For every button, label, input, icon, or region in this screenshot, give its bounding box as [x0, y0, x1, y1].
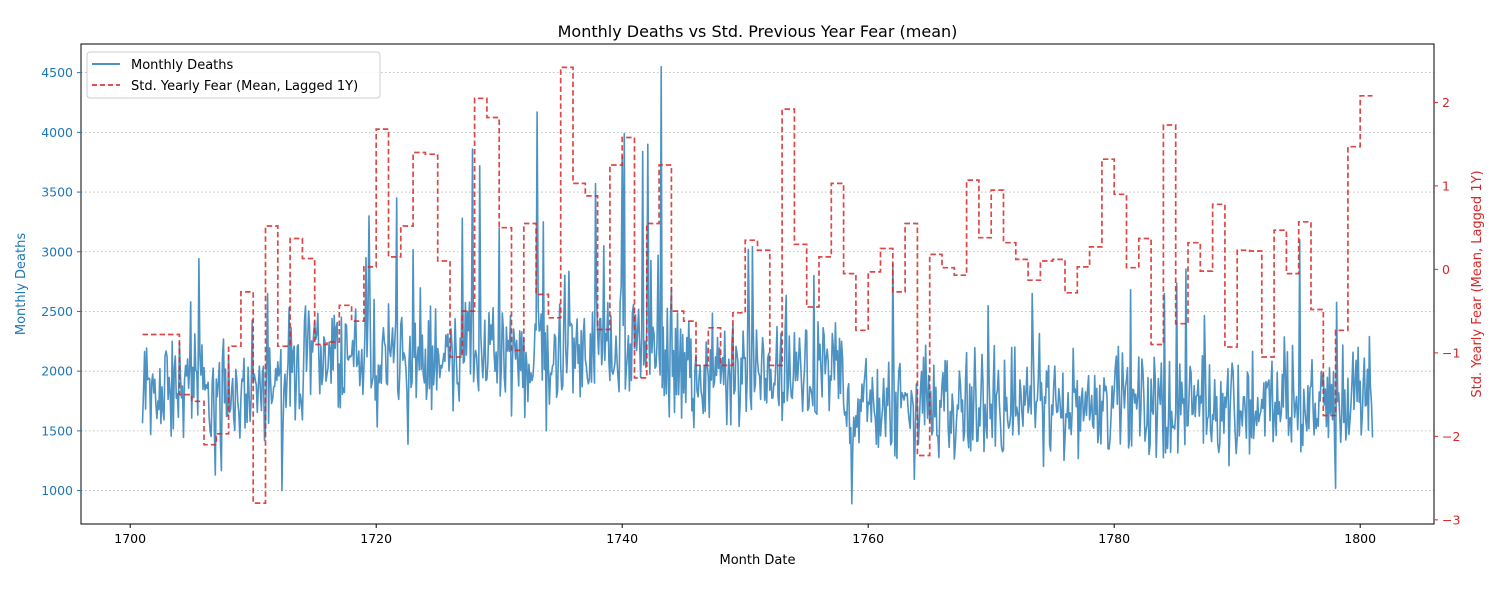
plot-area: [141, 65, 1374, 505]
x-tick-label: 1740: [606, 531, 638, 546]
y-left-tick-label: 3000: [41, 244, 73, 259]
y-left-tick-label: 3500: [41, 185, 73, 200]
legend-label-deaths: Monthly Deaths: [131, 58, 233, 73]
x-tick-label: 1700: [114, 531, 146, 546]
chart-title: Monthly Deaths vs Std. Previous Year Fea…: [558, 22, 958, 41]
legend-label-fear: Std. Yearly Fear (Mean, Lagged 1Y): [131, 79, 358, 94]
y-axis-left-label: Monthly Deaths: [14, 233, 29, 335]
y-left-tick-label: 2500: [41, 304, 73, 319]
x-tick-label: 1760: [852, 531, 884, 546]
plot-frame: [80, 43, 1435, 525]
axes: 1700 1720 1740 1760 1780 1800 1000 1500 2000 2500…: [41, 43, 1460, 546]
y-axis-right-label: Std. Yearly Fear (Mean, Lagged 1Y): [1470, 170, 1485, 397]
y-right-tick-label: −1: [1442, 345, 1460, 360]
x-tick-label: 1780: [1098, 531, 1130, 546]
y-left-tick-label: 4500: [41, 65, 73, 80]
legend-box: [86, 51, 381, 99]
gridlines: [81, 72, 1434, 491]
series-monthly-deaths-line: [141, 65, 1374, 505]
y-right-tick-label: 0: [1442, 262, 1450, 277]
y-left-tick-label: 4000: [41, 125, 73, 140]
y-right-tick-label: 1: [1442, 178, 1450, 193]
x-tick-label: 1800: [1344, 531, 1376, 546]
x-axis-label: Month Date: [720, 553, 796, 568]
y-right-tick-label: −2: [1442, 429, 1460, 444]
y-left-tick-label: 2000: [41, 364, 73, 379]
y-right-tick-label: −3: [1442, 512, 1460, 527]
legend: Monthly Deaths Std. Yearly Fear (Mean, L…: [86, 51, 381, 99]
y-left-tick-label: 1500: [41, 423, 73, 438]
y-left-tick-label: 1000: [41, 483, 73, 498]
y-right-tick-label: 2: [1442, 95, 1450, 110]
x-tick-label: 1720: [360, 531, 392, 546]
